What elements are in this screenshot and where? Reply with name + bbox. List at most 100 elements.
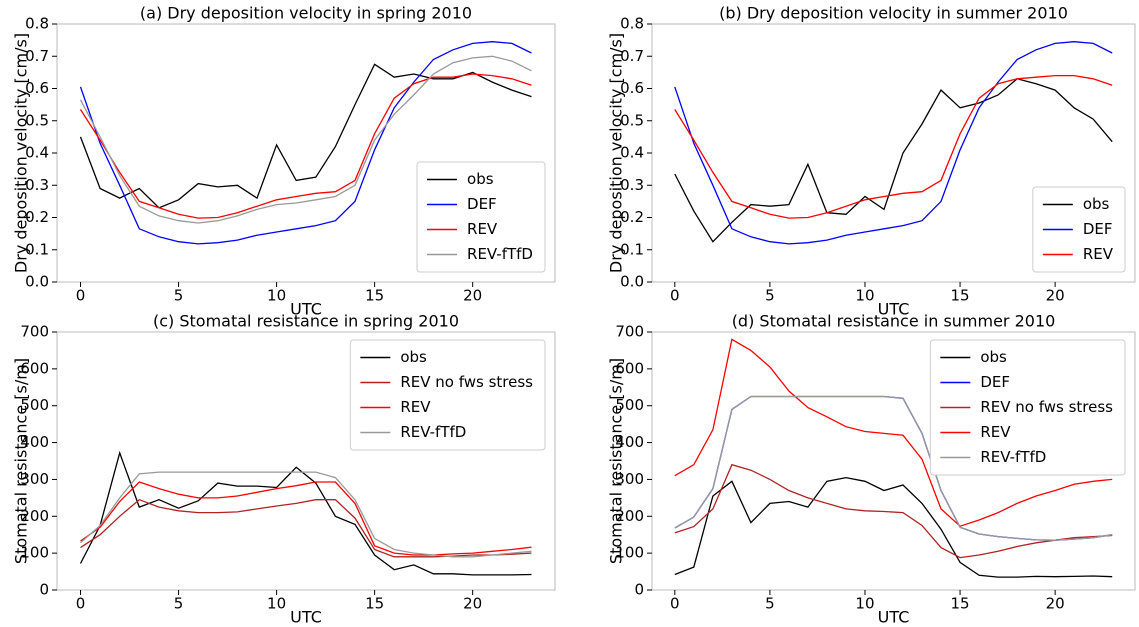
y-tick-label: 0.6 xyxy=(25,79,49,97)
x-tick-label: 5 xyxy=(765,287,775,305)
legend-label: obs xyxy=(980,348,1007,366)
data-line xyxy=(674,41,1113,245)
legend-label: REV-fTfD xyxy=(467,245,533,263)
y-tick-label: 0.1 xyxy=(25,240,49,258)
x-tick-label: 15 xyxy=(951,287,970,305)
chart-title: (a) Dry deposition velocity in spring 20… xyxy=(140,4,472,23)
x-tick-label: 20 xyxy=(1046,595,1065,613)
y-tick-label: 300 xyxy=(615,470,644,488)
y-tick-label: 700 xyxy=(20,323,49,341)
y-tick-label: 0.6 xyxy=(620,79,644,97)
legend-label: obs xyxy=(1083,195,1110,213)
x-tick-label: 10 xyxy=(855,287,874,305)
data-line xyxy=(80,498,532,558)
y-tick-label: 0.2 xyxy=(620,208,644,226)
legend-box xyxy=(349,339,546,451)
chart-title: (d) Stomatal resistance in summer 2010 xyxy=(732,312,1056,331)
legend-label: REV xyxy=(400,398,431,416)
y-tick-label: 0.5 xyxy=(620,111,644,129)
legend-label: obs xyxy=(400,348,427,366)
y-axis-label: Dry deposition velocity [cm/s] xyxy=(12,33,31,273)
y-tick-label: 0.3 xyxy=(25,176,49,194)
y-tick-label: 400 xyxy=(20,433,49,451)
x-tick-label: 0 xyxy=(670,287,680,305)
legend-box xyxy=(1032,186,1126,273)
x-axis-label: UTC xyxy=(290,608,322,627)
legend-label: REV-fTfD xyxy=(980,448,1046,466)
y-tick-label: 0.5 xyxy=(25,111,49,129)
x-tick-label: 5 xyxy=(174,595,184,613)
y-tick-label: 100 xyxy=(20,544,49,562)
legend: obs DEF REV no fws stress REV REV-fTfD xyxy=(929,339,1126,476)
y-tick-label: 500 xyxy=(20,396,49,414)
legend-label: REV no fws stress xyxy=(980,398,1113,416)
x-tick-label: 10 xyxy=(267,287,286,305)
x-tick-label: 20 xyxy=(463,595,482,613)
x-tick-label: 15 xyxy=(365,287,384,305)
data-line xyxy=(79,450,532,576)
y-tick-label: 0.2 xyxy=(25,208,49,226)
legend-label: REV no fws stress xyxy=(400,373,533,391)
x-axis-label: UTC xyxy=(878,300,910,319)
y-tick-label: 400 xyxy=(615,433,644,451)
x-tick-label: 10 xyxy=(855,595,874,613)
x-tick-label: 0 xyxy=(670,595,680,613)
y-tick-label: 700 xyxy=(615,323,644,341)
y-tick-label: 0.0 xyxy=(620,273,644,291)
legend: obs REV no fws stress REV REV-fTfD xyxy=(349,339,546,451)
x-axis-label: UTC xyxy=(290,300,322,319)
legend-label: REV xyxy=(980,423,1011,441)
x-tick-label: 0 xyxy=(76,287,86,305)
y-tick-label: 600 xyxy=(615,359,644,377)
y-axis-label: Stomatal resistance [s/m] xyxy=(607,358,626,564)
y-tick-label: 600 xyxy=(20,359,49,377)
legend-label: REV-fTfD xyxy=(400,423,466,441)
y-tick-label: 0.7 xyxy=(25,47,49,65)
x-tick-label: 20 xyxy=(463,287,482,305)
legend-box xyxy=(929,339,1126,476)
y-tick-label: 0.4 xyxy=(25,144,49,162)
legend-label: REV xyxy=(1083,245,1114,263)
data-line xyxy=(79,55,532,224)
data-line xyxy=(79,63,532,209)
y-tick-label: 0.1 xyxy=(620,240,644,258)
x-tick-label: 5 xyxy=(174,287,184,305)
plot-frame xyxy=(651,331,1136,591)
y-axis-label: Dry deposition velocity [cm/s] xyxy=(607,33,626,273)
legend-box xyxy=(416,161,546,273)
y-tick-label: 100 xyxy=(615,544,644,562)
x-axis-label: UTC xyxy=(878,608,910,627)
legend-label: DEF xyxy=(980,373,1010,391)
x-tick-label: 20 xyxy=(1046,287,1065,305)
y-tick-label: 0.8 xyxy=(25,15,49,33)
data-line xyxy=(79,41,532,245)
legend: obs DEF REV REV-fTfD xyxy=(416,161,546,273)
legend-label: REV xyxy=(467,220,498,238)
legend-label: DEF xyxy=(1083,220,1113,238)
y-tick-label: 0.4 xyxy=(620,144,644,162)
data-line xyxy=(674,78,1113,243)
x-tick-label: 0 xyxy=(76,595,86,613)
data-line xyxy=(674,395,1113,541)
y-tick-label: 0.3 xyxy=(620,176,644,194)
y-tick-label: 500 xyxy=(615,396,644,414)
x-tick-label: 15 xyxy=(365,595,384,613)
data-line xyxy=(80,481,532,556)
data-line xyxy=(674,476,1113,578)
legend-label: obs xyxy=(467,170,494,188)
x-tick-label: 10 xyxy=(267,595,286,613)
y-tick-label: 0.0 xyxy=(25,273,49,291)
data-line xyxy=(80,471,532,558)
y-axis-label: Stomatal resistance [s/m] xyxy=(12,358,31,564)
y-tick-label: 300 xyxy=(20,470,49,488)
y-tick-label: 200 xyxy=(20,507,49,525)
chart-title: (c) Stomatal resistance in spring 2010 xyxy=(153,312,459,331)
y-tick-label: 0 xyxy=(634,581,644,599)
legend: obs DEF REV xyxy=(1032,186,1126,273)
y-tick-label: 0.7 xyxy=(620,47,644,65)
y-tick-label: 200 xyxy=(615,507,644,525)
legend-label: DEF xyxy=(467,195,497,213)
x-tick-label: 15 xyxy=(951,595,970,613)
plot-frame xyxy=(56,331,556,591)
